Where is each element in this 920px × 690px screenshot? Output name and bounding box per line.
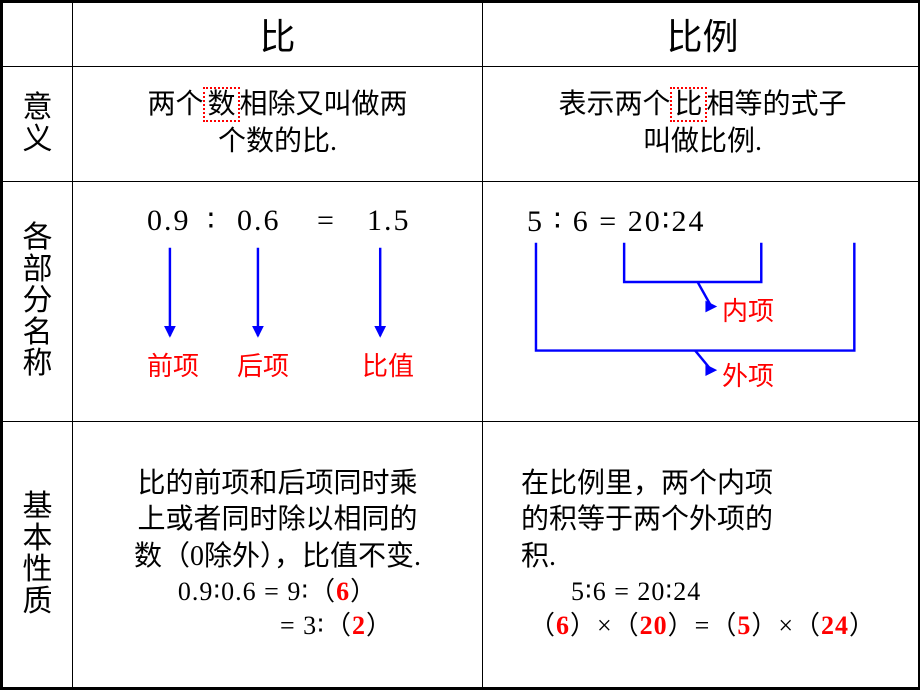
parts-proportion-diagram: 5 ∶ 6 = 20∶24 内项 外项 bbox=[483, 181, 920, 421]
text: = 3∶（ bbox=[280, 611, 352, 640]
header-proportion: 比例 bbox=[483, 3, 920, 67]
label-back-term: 后项 bbox=[237, 346, 289, 383]
text: 比的前项和后项同时乘 bbox=[91, 466, 464, 502]
text: 相除又叫做两 bbox=[240, 89, 408, 120]
text: ）=（ bbox=[668, 611, 738, 640]
table: 比 比例 意 义 两个数相除又叫做两 个数的比. 表示两个比相等的式子 叫做比例… bbox=[2, 2, 920, 688]
row-meaning: 意 义 两个数相除又叫做两 个数的比. 表示两个比相等的式子 叫做比例. bbox=[3, 66, 920, 181]
header-row: 比 比例 bbox=[3, 3, 920, 67]
text: ）×（ bbox=[570, 611, 640, 640]
eq-equals: = bbox=[317, 204, 336, 238]
row-properties: 基 本 性 质 比的前项和后项同时乘 上或者同时除以相同的 数（0除外），比值不… bbox=[3, 421, 920, 687]
eq-colon: ∶ bbox=[207, 204, 217, 239]
formula-line: 0.9∶0.6 = 9∶（6） bbox=[91, 575, 464, 609]
parts-ratio-diagram: 0.9 ∶ 0.6 = 1.5 前项 后项 比值 bbox=[73, 181, 483, 421]
text: ） bbox=[849, 611, 876, 640]
text: 两个 bbox=[147, 89, 203, 120]
header-ratio: 比 bbox=[73, 3, 483, 67]
row-meaning-label: 意 义 bbox=[3, 66, 73, 181]
label-inner: 内项 bbox=[722, 291, 774, 328]
text: 0.9∶0.6 = 9∶（ bbox=[178, 577, 336, 606]
row-parts-label: 各 部 分 名 称 bbox=[3, 181, 73, 421]
comparison-table: 比 比例 意 义 两个数相除又叫做两 个数的比. 表示两个比相等的式子 叫做比例… bbox=[0, 0, 920, 690]
text: 表示两个 bbox=[558, 89, 670, 120]
formula-line: = 3∶（2） bbox=[91, 609, 464, 643]
text: 个数的比. bbox=[218, 126, 337, 157]
label-char: 基 bbox=[7, 491, 68, 523]
label-char: 性 bbox=[7, 554, 68, 586]
label-char: 称 bbox=[7, 348, 68, 380]
label-char: 意 bbox=[7, 92, 68, 124]
header-blank bbox=[3, 3, 73, 67]
highlight-box: 比 bbox=[670, 87, 706, 122]
fill-value: 20 bbox=[640, 611, 668, 640]
label-char: 名 bbox=[7, 317, 68, 349]
fill-value: 5 bbox=[737, 611, 751, 640]
label-char: 义 bbox=[7, 124, 68, 156]
text: ）×（ bbox=[751, 611, 821, 640]
text: 上或者同时除以相同的 bbox=[91, 502, 464, 538]
text: 在比例里，两个内项 bbox=[501, 466, 904, 502]
row-properties-label: 基 本 性 质 bbox=[3, 421, 73, 687]
text: 数（0除外），比值不变. bbox=[91, 539, 464, 575]
fill-value: 24 bbox=[821, 611, 849, 640]
text: ） bbox=[350, 577, 377, 606]
text: （ bbox=[529, 611, 556, 640]
formula-eq: 5∶6 = 20∶24 bbox=[501, 575, 904, 609]
highlight-box: 数 bbox=[203, 87, 239, 122]
properties-proportion: 在比例里，两个内项 的积等于两个外项的 积. 5∶6 = 20∶24 （6）×（… bbox=[483, 421, 920, 687]
label-char: 本 bbox=[7, 523, 68, 555]
formula-product: （6）×（20）=（5）×（24） bbox=[501, 609, 904, 643]
label-char: 各 bbox=[7, 222, 68, 254]
label-outer: 外项 bbox=[722, 356, 774, 393]
label-char: 质 bbox=[7, 586, 68, 618]
row-parts: 各 部 分 名 称 0.9 ∶ 0.6 = 1.5 前项 后项 比值 5 ∶ bbox=[3, 181, 920, 421]
proportion-eq: 5 ∶ 6 = 20∶24 bbox=[527, 204, 706, 239]
fill-value: 6 bbox=[336, 577, 350, 606]
label-ratio-value: 比值 bbox=[362, 346, 414, 383]
fill-value: 2 bbox=[352, 611, 366, 640]
properties-ratio: 比的前项和后项同时乘 上或者同时除以相同的 数（0除外），比值不变. 0.9∶0… bbox=[73, 421, 483, 687]
eq-value: 1.5 bbox=[367, 204, 411, 238]
meaning-proportion: 表示两个比相等的式子 叫做比例. bbox=[483, 66, 920, 181]
meaning-ratio: 两个数相除又叫做两 个数的比. bbox=[73, 66, 483, 181]
text: 相等的式子 bbox=[707, 89, 847, 120]
fill-value: 6 bbox=[556, 611, 570, 640]
eq-term: 0.6 bbox=[237, 204, 281, 238]
label-char: 部 bbox=[7, 254, 68, 286]
text: 叫做比例. bbox=[643, 126, 762, 157]
text: 的积等于两个外项的 bbox=[501, 502, 904, 538]
text: 积. bbox=[501, 539, 904, 575]
label-front-term: 前项 bbox=[147, 346, 199, 383]
eq-term: 0.9 bbox=[147, 204, 191, 238]
label-char: 分 bbox=[7, 285, 68, 317]
text: ） bbox=[366, 611, 393, 640]
